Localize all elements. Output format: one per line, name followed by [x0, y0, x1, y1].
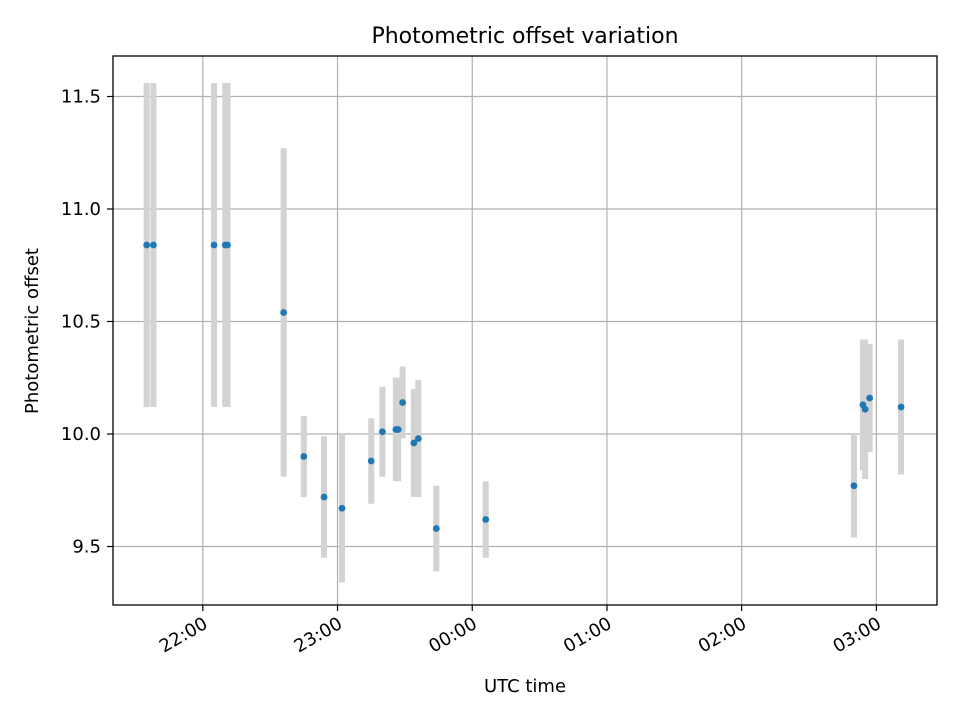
chart-title: Photometric offset variation — [371, 24, 678, 49]
y-tick-label: 11.0 — [61, 199, 101, 220]
plot-frame — [112, 55, 938, 606]
data-point — [410, 439, 418, 447]
data-points — [143, 241, 905, 532]
x-axis-title: UTC time — [484, 676, 566, 697]
x-tick-label: 23:00 — [291, 613, 346, 657]
x-tick-label: 00:00 — [425, 613, 480, 657]
x-tick-label: 22:00 — [156, 613, 211, 657]
y-axis-title: Photometric offset — [22, 248, 43, 414]
data-point — [338, 504, 346, 512]
x-tick-label: 03:00 — [829, 613, 884, 657]
y-tick-label: 9.5 — [72, 537, 101, 558]
data-point — [432, 525, 440, 532]
x-tick-label: 02:00 — [695, 613, 750, 657]
grid — [113, 56, 937, 605]
data-point — [367, 457, 375, 465]
data-point — [379, 428, 386, 436]
y-axis: 9.5 10.0 10.5 11.0 11.5 — [61, 87, 113, 558]
data-point — [143, 241, 151, 249]
data-point — [414, 435, 422, 442]
data-point — [320, 493, 328, 501]
x-axis: 22:00 23:00 00:00 01:00 02:00 03:00 — [156, 605, 885, 657]
data-point — [866, 394, 874, 402]
data-point — [897, 403, 905, 411]
y-tick-label: 11.5 — [61, 87, 101, 108]
data-point — [399, 399, 407, 406]
data-point — [210, 241, 218, 249]
data-point — [861, 405, 869, 413]
data-point — [394, 426, 402, 433]
data-point — [224, 241, 231, 249]
data-point — [150, 241, 157, 249]
data-point — [482, 516, 490, 523]
x-tick-label: 01:00 — [560, 613, 615, 657]
y-tick-label: 10.0 — [61, 424, 101, 445]
data-point — [850, 482, 858, 490]
data-point — [300, 453, 308, 460]
data-point — [280, 309, 288, 316]
y-tick-label: 10.5 — [61, 312, 101, 333]
error-bars — [143, 83, 905, 583]
